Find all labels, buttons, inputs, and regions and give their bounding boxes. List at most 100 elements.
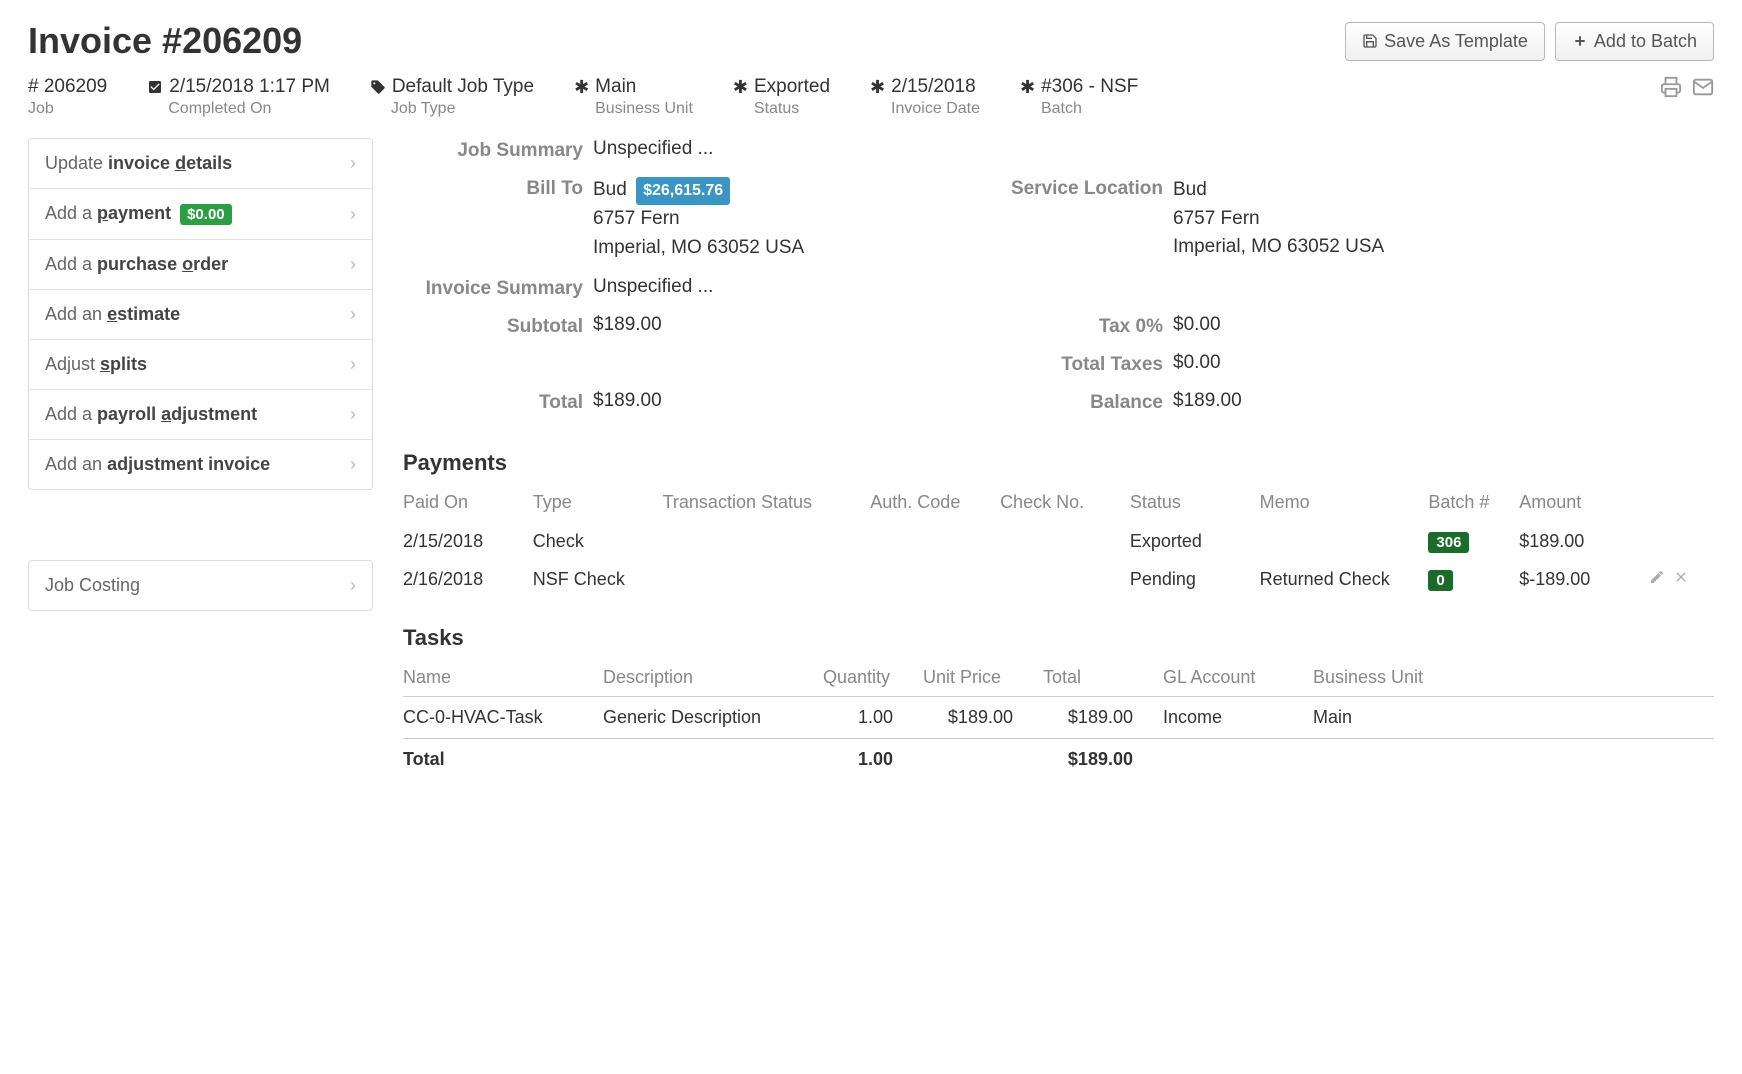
meta-invoice-date: ✱ 2/15/2018 Invoice Date [870,76,980,118]
total-label: Total [403,739,603,781]
asterisk-icon: ✱ [870,77,885,98]
actions-panel: Update invoice details › Add a payment $… [28,138,373,490]
subtotal-value: $189.00 [593,314,963,338]
cell-task-desc: Generic Description [603,697,823,739]
cell-amount: $-189.00 [1519,561,1649,599]
balance-value: $189.00 [1173,390,1714,414]
col-task-total: Total [1043,661,1163,697]
job-costing-panel: Job Costing › [28,560,373,611]
cell-status: Pending [1130,561,1260,599]
add-estimate[interactable]: Add an estimate › [29,290,372,340]
job-costing[interactable]: Job Costing › [29,561,372,610]
balance-label: Balance [973,390,1163,414]
cell-type: Check [533,523,663,561]
chevron-right-icon: › [350,575,356,596]
col-task-qty: Quantity [823,661,923,697]
meta-batch: ✱ #306 - NSF Batch [1020,76,1138,118]
invoice-summary-label: Invoice Summary [403,276,583,300]
col-check-no: Check No. [1000,486,1130,523]
bill-to-line2: Imperial, MO 63052 USA [593,234,963,263]
cell-paid-on: 2/15/2018 [403,523,533,561]
payment-row: 2/15/2018CheckExported306$189.00 [403,523,1714,561]
asterisk-icon: ✱ [574,77,589,98]
cell-txn [663,523,871,561]
total-taxes-value: $0.00 [1173,352,1714,376]
add-purchase-order[interactable]: Add a purchase order › [29,240,372,290]
total-amount: $189.00 [1043,739,1163,781]
cell-memo [1260,523,1429,561]
cell-task-total: $189.00 [1043,697,1163,739]
job-summary-value: Unspecified ... [593,138,963,162]
delete-icon[interactable] [1673,569,1689,585]
tasks-heading: Tasks [403,625,1714,651]
service-location-label: Service Location [973,176,1163,262]
col-auth-code: Auth. Code [870,486,1000,523]
cell-task-gl: Income [1163,697,1313,739]
chevron-right-icon: › [350,153,356,174]
plus-icon [1572,33,1588,49]
add-payroll-adjustment[interactable]: Add a payroll adjustment › [29,390,372,440]
cell-txn [663,561,871,599]
service-loc-line1: 6757 Fern [1173,205,1714,234]
cell-task-price: $189.00 [923,697,1043,739]
chevron-right-icon: › [350,254,356,275]
cell-memo: Returned Check [1260,561,1429,599]
chevron-right-icon: › [350,354,356,375]
add-to-batch-button[interactable]: Add to Batch [1555,22,1714,61]
meta-job-number: # 206209 [28,76,107,98]
service-loc-name: Bud [1173,176,1714,205]
meta-business-unit: ✱ Main Business Unit [574,76,693,118]
invoice-summary-grid: Job Summary Unspecified ... Bill To Bud … [403,138,1714,414]
print-icon[interactable] [1660,76,1682,98]
total-value: $189.00 [593,390,963,414]
edit-icon[interactable] [1649,569,1665,585]
col-task-gl: GL Account [1163,661,1313,697]
add-payment[interactable]: Add a payment $0.00 › [29,189,372,240]
meta-bu-label: Business Unit [574,100,693,118]
meta-completed-label: Completed On [147,100,330,118]
meta-status-value: Exported [754,76,830,98]
meta-invoice-date-label: Invoice Date [870,100,980,118]
add-adjustment-invoice[interactable]: Add an adjustment invoice › [29,440,372,489]
asterisk-icon: ✱ [733,77,748,98]
update-invoice-details[interactable]: Update invoice details › [29,139,372,189]
cell-check [1000,523,1130,561]
cell-check [1000,561,1130,599]
invoice-summary-value: Unspecified ... [593,276,963,300]
total-label: Total [403,390,583,414]
col-task-price: Unit Price [923,661,1043,697]
page-title: Invoice #206209 [28,20,302,62]
meta-job-label: Job [28,100,107,118]
meta-invoice-date-value: 2/15/2018 [891,76,976,98]
bill-to-label: Bill To [403,176,583,262]
payment-amount-badge: $0.00 [180,204,232,225]
payments-heading: Payments [403,450,1714,476]
col-amount: Amount [1519,486,1649,523]
cell-batch: 306 [1428,523,1519,561]
payment-row: 2/16/2018NSF CheckPendingReturned Check0… [403,561,1714,599]
job-summary-label: Job Summary [403,138,583,162]
save-as-template-button[interactable]: Save As Template [1345,22,1545,61]
col-type: Type [533,486,663,523]
col-txn-status: Transaction Status [663,486,871,523]
cell-task-name: CC-0-HVAC-Task [403,697,603,739]
total-qty: 1.00 [823,739,923,781]
tax-label: Tax 0% [973,314,1163,338]
chevron-right-icon: › [350,454,356,475]
cell-task-qty: 1.00 [823,697,923,739]
total-taxes-label: Total Taxes [973,352,1163,376]
chevron-right-icon: › [350,204,356,225]
meta-completed-value: 2/15/2018 1:17 PM [169,76,330,98]
meta-completed: 2/15/2018 1:17 PM Completed On [147,76,330,118]
meta-strip: # 206209 Job 2/15/2018 1:17 PM Completed… [28,76,1714,118]
payments-table: Paid On Type Transaction Status Auth. Co… [403,486,1714,599]
meta-bu-value: Main [595,76,636,98]
cell-paid-on: 2/16/2018 [403,561,533,599]
meta-batch-label: Batch [1020,100,1138,118]
save-as-template-label: Save As Template [1384,31,1528,52]
cell-auth [870,561,1000,599]
adjust-splits[interactable]: Adjust splits › [29,340,372,390]
mail-icon[interactable] [1692,76,1714,98]
add-to-batch-label: Add to Batch [1594,31,1697,52]
task-total-row: Total 1.00 $189.00 [403,739,1714,781]
